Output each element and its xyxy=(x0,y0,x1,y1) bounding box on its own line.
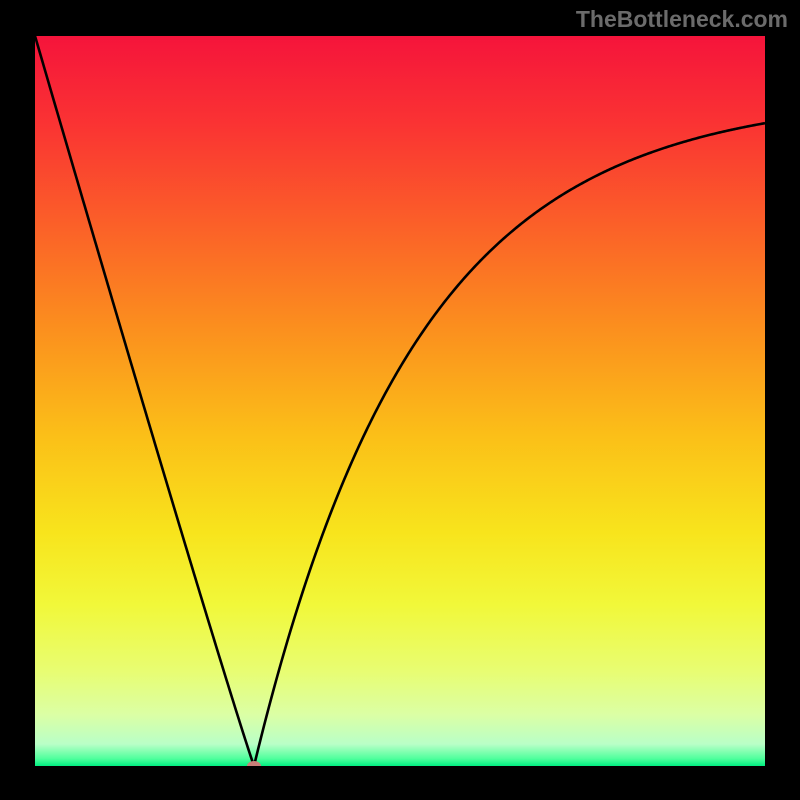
bottleneck-chart xyxy=(35,36,765,766)
gradient-background xyxy=(35,36,765,766)
chart-stage: TheBottleneck.com xyxy=(0,0,800,800)
watermark-text: TheBottleneck.com xyxy=(576,6,788,33)
